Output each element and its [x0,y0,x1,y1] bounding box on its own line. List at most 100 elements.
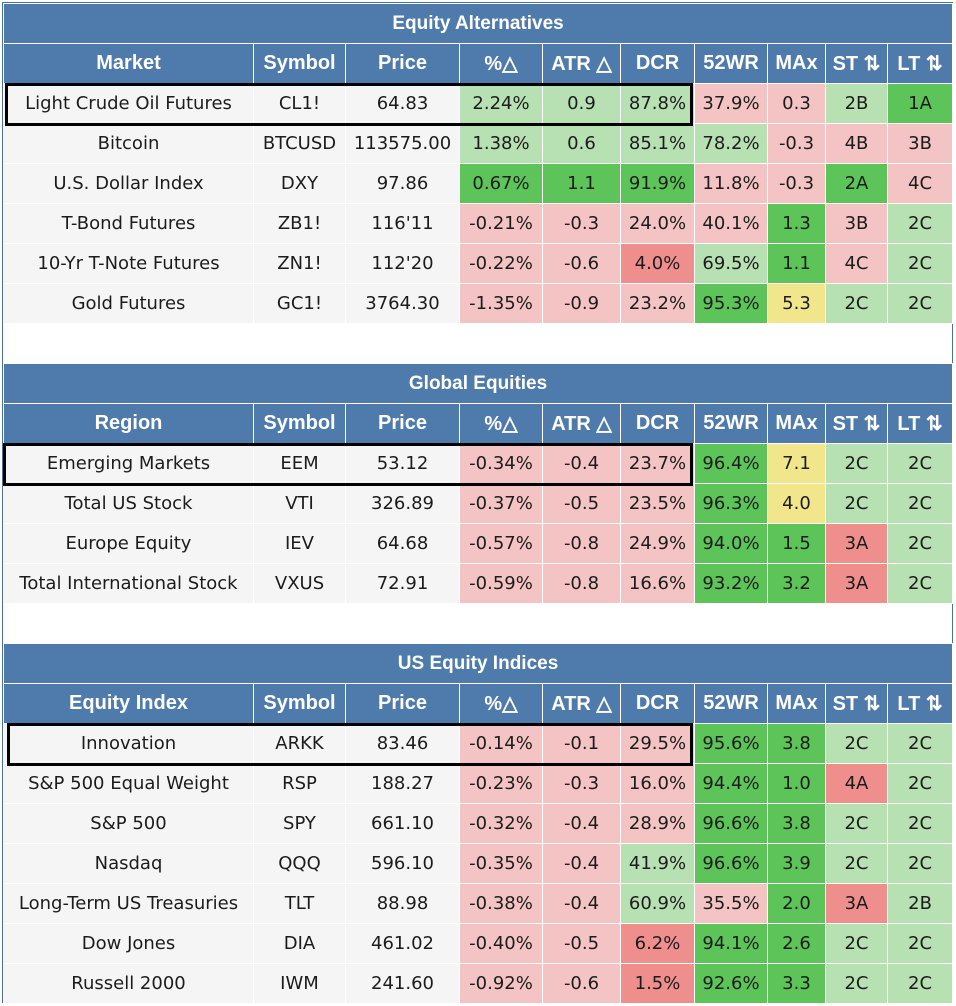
cell-lt: 2C [886,843,954,884]
column-header-st-sort[interactable]: ST ⇅ [825,683,888,724]
column-header-equity-index: Equity Index [3,683,254,724]
cell-pct-change: 2.24% [459,83,543,124]
table-row: Total International Stock VXUS 72.91 -0.59%… [3,563,954,604]
cell-symbol: TLT [253,883,346,924]
cell-max: 2.0 [767,883,826,924]
cell-dcr: 23.7% [620,443,695,484]
cell-lt: 2C [886,763,954,804]
cell-name: Gold Futures [3,283,254,324]
cell-pct-change: -0.32% [459,803,543,844]
table-row: S&P 500 Equal Weight RSP 188.27 -0.23% -0.3 1… [3,763,954,804]
cell-atr-change: -0.6 [542,963,621,1004]
cell-52wr: 96.4% [694,443,768,484]
cell-lt: 2C [886,803,954,844]
cell-52wr: 94.4% [694,763,768,804]
cell-atr-change: -0.3 [542,203,621,244]
cell-price: 72.91 [345,563,460,604]
cell-price: 83.46 [345,723,460,764]
column-header-symbol: Symbol [253,403,346,444]
cell-price: 113575.00 [345,123,460,164]
cell-symbol: VTI [253,483,346,524]
cell-pct-change: -0.14% [459,723,543,764]
cell-lt: 2C [886,723,954,764]
cell-pct-change: -0.35% [459,843,543,884]
cell-st: 3A [825,563,888,604]
cell-max: 2.6 [767,923,826,964]
cell-atr-change: -0.8 [542,523,621,564]
cell-price: 97.86 [345,163,460,204]
cell-dcr: 29.5% [620,723,695,764]
table-row: Dow Jones DIA 461.02 -0.40% -0.5 6.2% 94.1% 2.6… [3,923,954,964]
column-header-price: Price [345,683,460,724]
cell-dcr: 23.5% [620,483,695,524]
cell-price: 241.60 [345,963,460,1004]
cell-symbol: BTCUSD [253,123,346,164]
cell-name: Russell 2000 [3,963,254,1004]
cell-52wr: 37.9% [694,83,768,124]
cell-name: Light Crude Oil Futures [3,83,254,124]
column-header-pct-change: %△ [459,43,543,84]
cell-st: 2A [825,163,888,204]
cell-st: 2C [825,803,888,844]
cell-name: T-Bond Futures [3,203,254,244]
cell-st: 4C [825,243,888,284]
cell-dcr: 16.0% [620,763,695,804]
cell-lt: 2C [886,923,954,964]
cell-st: 2B [825,83,888,124]
cell-price: 326.89 [345,483,460,524]
column-header-lt-sort[interactable]: LT ⇅ [886,683,954,724]
cell-lt: 2C [886,523,954,564]
cell-price: 3764.30 [345,283,460,324]
cell-max: 3.8 [767,803,826,844]
column-header-symbol: Symbol [253,683,346,724]
cell-price: 461.02 [345,923,460,964]
column-header-st-sort[interactable]: ST ⇅ [825,43,888,84]
cell-lt: 2C [886,443,954,484]
cell-dcr: 41.9% [620,843,695,884]
cell-lt: 2C [886,483,954,524]
cell-52wr: 96.6% [694,803,768,844]
column-header-dcr: DCR [620,43,695,84]
cell-symbol: ARKK [253,723,346,764]
cell-atr-change: -0.4 [542,843,621,884]
cell-dcr: 24.0% [620,203,695,244]
cell-st: 3A [825,523,888,564]
cell-name: S&P 500 Equal Weight [3,763,254,804]
cell-price: 53.12 [345,443,460,484]
cell-price: 112'20 [345,243,460,284]
column-header-price: Price [345,43,460,84]
column-header-lt-sort[interactable]: LT ⇅ [886,403,954,444]
cell-name: Long-Term US Treasuries [3,883,254,924]
cell-price: 596.10 [345,843,460,884]
cell-52wr: 95.6% [694,723,768,764]
column-header-52wr: 52WR [694,43,768,84]
cell-dcr: 23.2% [620,283,695,324]
cell-52wr: 96.3% [694,483,768,524]
cell-st: 2C [825,843,888,884]
cell-price: 661.10 [345,803,460,844]
cell-pct-change: -0.59% [459,563,543,604]
column-header-st-sort[interactable]: ST ⇅ [825,403,888,444]
cell-max: 3.2 [767,563,826,604]
table-row: Europe Equity IEV 64.68 -0.57% -0.8 24.9% 94.0… [3,523,954,564]
cell-pct-change: 0.67% [459,163,543,204]
cell-max: -0.3 [767,163,826,204]
cell-atr-change: -0.9 [542,283,621,324]
cell-atr-change: -0.1 [542,723,621,764]
cell-price: 64.83 [345,83,460,124]
cell-name: Total International Stock [3,563,254,604]
column-header-atr-change: ATR △ [542,403,621,444]
table-row: Gold Futures GC1! 3764.30 -1.35% -0.9 23.2% 95… [3,283,954,324]
table-row: S&P 500 SPY 661.10 -0.32% -0.4 28.9% 96.6% 3.8 2… [3,803,954,844]
table-row: Innovation ARKK 83.46 -0.14% -0.1 29.5% 95.6% 3… [3,723,954,764]
cell-max: 0.3 [767,83,826,124]
cell-dcr: 87.8% [620,83,695,124]
cell-atr-change: -0.5 [542,483,621,524]
cell-atr-change: -0.4 [542,443,621,484]
column-header-lt-sort[interactable]: LT ⇅ [886,43,954,84]
column-header-atr-change: ATR △ [542,43,621,84]
column-header-market: Market [3,43,254,84]
cell-st: 2C [825,283,888,324]
cell-pct-change: -0.57% [459,523,543,564]
cell-price: 64.68 [345,523,460,564]
